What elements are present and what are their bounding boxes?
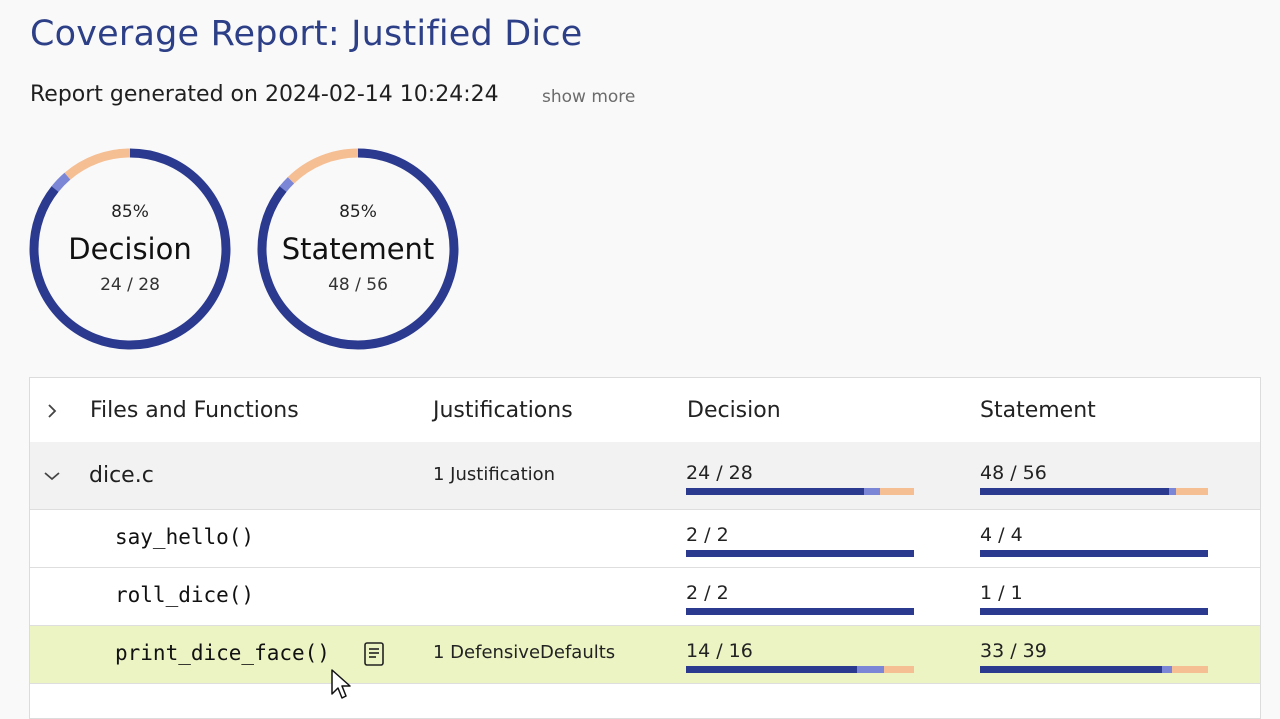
statement-fraction: 4 / 4 xyxy=(980,524,1023,546)
table-row-file[interactable]: dice.c 1 Justification 24 / 28 48 / 56 xyxy=(30,442,1260,510)
decision-fraction: 14 / 16 xyxy=(686,640,753,662)
bar-segment-covered xyxy=(686,488,864,495)
decision-progress-bar xyxy=(686,608,914,615)
column-header-statement[interactable]: Statement xyxy=(980,398,1096,423)
statement-fraction: 48 / 56 xyxy=(980,462,1047,484)
bar-segment-justified xyxy=(1169,488,1177,495)
statement-progress-bar xyxy=(980,550,1208,557)
decision-fraction: 24 / 28 xyxy=(686,462,753,484)
statement-gauge-ring xyxy=(257,148,459,350)
decision-progress-bar xyxy=(686,550,914,557)
decision-coverage: 2 / 2 xyxy=(686,524,914,557)
column-header-decision[interactable]: Decision xyxy=(687,398,781,423)
gauge-uncovered-arc xyxy=(257,148,459,350)
function-name[interactable]: print_dice_face() xyxy=(115,641,330,665)
bar-segment-covered xyxy=(980,608,1208,615)
decision-progress-bar xyxy=(686,666,914,673)
decision-coverage: 14 / 16 xyxy=(686,640,914,673)
gauge-label: Decision xyxy=(68,232,192,266)
document-icon[interactable] xyxy=(363,641,385,667)
statement-progress-bar xyxy=(980,666,1208,673)
bar-segment-covered xyxy=(980,488,1170,495)
table-row-function[interactable]: roll_dice() 2 / 2 1 / 1 xyxy=(30,568,1260,626)
decision-coverage: 2 / 2 xyxy=(686,582,914,615)
coverage-table: Files and Functions Justifications Decis… xyxy=(29,377,1261,719)
gauge-covered-arc xyxy=(257,148,459,350)
bar-segment-covered xyxy=(980,666,1163,673)
decision-gauge: 85% Decision 24 / 28 xyxy=(27,146,233,352)
statement-coverage: 1 / 1 xyxy=(980,582,1208,615)
report-timestamp: Report generated on 2024-02-14 10:24:24 xyxy=(30,82,499,107)
mouse-cursor-icon xyxy=(331,669,351,699)
gauge-percent: 85% xyxy=(339,202,377,222)
table-header: Files and Functions Justifications Decis… xyxy=(30,378,1260,443)
show-more-link[interactable]: show more xyxy=(542,87,636,107)
statement-fraction: 1 / 1 xyxy=(980,582,1023,604)
table-row-function[interactable]: say_hello() 2 / 2 4 / 4 xyxy=(30,510,1260,568)
statement-progress-bar xyxy=(980,608,1208,615)
bar-segment-uncovered xyxy=(884,666,914,673)
statement-coverage: 4 / 4 xyxy=(980,524,1208,557)
bar-segment-covered xyxy=(686,550,914,557)
bar-segment-covered xyxy=(686,666,857,673)
statement-coverage: 48 / 56 xyxy=(980,462,1208,495)
chevron-down-icon[interactable] xyxy=(43,470,61,482)
bar-segment-uncovered xyxy=(1171,666,1208,673)
justification-text[interactable]: 1 DefensiveDefaults xyxy=(433,642,616,663)
bar-segment-covered xyxy=(686,608,914,615)
statement-gauge: 85% Statement 48 / 56 xyxy=(255,146,461,352)
column-header-justifications[interactable]: Justifications xyxy=(433,398,573,423)
table-row-function-selected[interactable]: print_dice_face() 1 DefensiveDefaults 14… xyxy=(30,626,1260,684)
decision-coverage: 24 / 28 xyxy=(686,462,914,495)
bar-segment-justified xyxy=(863,488,880,495)
decision-fraction: 2 / 2 xyxy=(686,524,729,546)
bar-segment-uncovered xyxy=(1176,488,1208,495)
bar-segment-justified xyxy=(857,666,885,673)
column-header-files[interactable]: Files and Functions xyxy=(90,398,299,423)
decision-progress-bar xyxy=(686,488,914,495)
gauge-label: Statement xyxy=(281,232,435,266)
decision-gauge-ring xyxy=(29,148,231,350)
function-name[interactable]: roll_dice() xyxy=(115,583,255,607)
page-title: Coverage Report: Justified Dice xyxy=(30,14,583,54)
gauge-covered-arc xyxy=(29,148,231,350)
justification-count[interactable]: 1 Justification xyxy=(433,464,556,485)
statement-progress-bar xyxy=(980,488,1208,495)
chevron-right-icon[interactable] xyxy=(46,403,58,419)
bar-segment-uncovered xyxy=(879,488,914,495)
function-name[interactable]: say_hello() xyxy=(115,525,255,549)
decision-fraction: 2 / 2 xyxy=(686,582,729,604)
statement-fraction: 33 / 39 xyxy=(980,640,1047,662)
bar-segment-covered xyxy=(980,550,1208,557)
gauge-fraction: 24 / 28 xyxy=(100,275,160,295)
statement-coverage: 33 / 39 xyxy=(980,640,1208,673)
gauge-percent: 85% xyxy=(111,202,149,222)
bar-segment-justified xyxy=(1162,666,1172,673)
file-name[interactable]: dice.c xyxy=(89,463,154,488)
gauge-fraction: 48 / 56 xyxy=(328,275,388,295)
